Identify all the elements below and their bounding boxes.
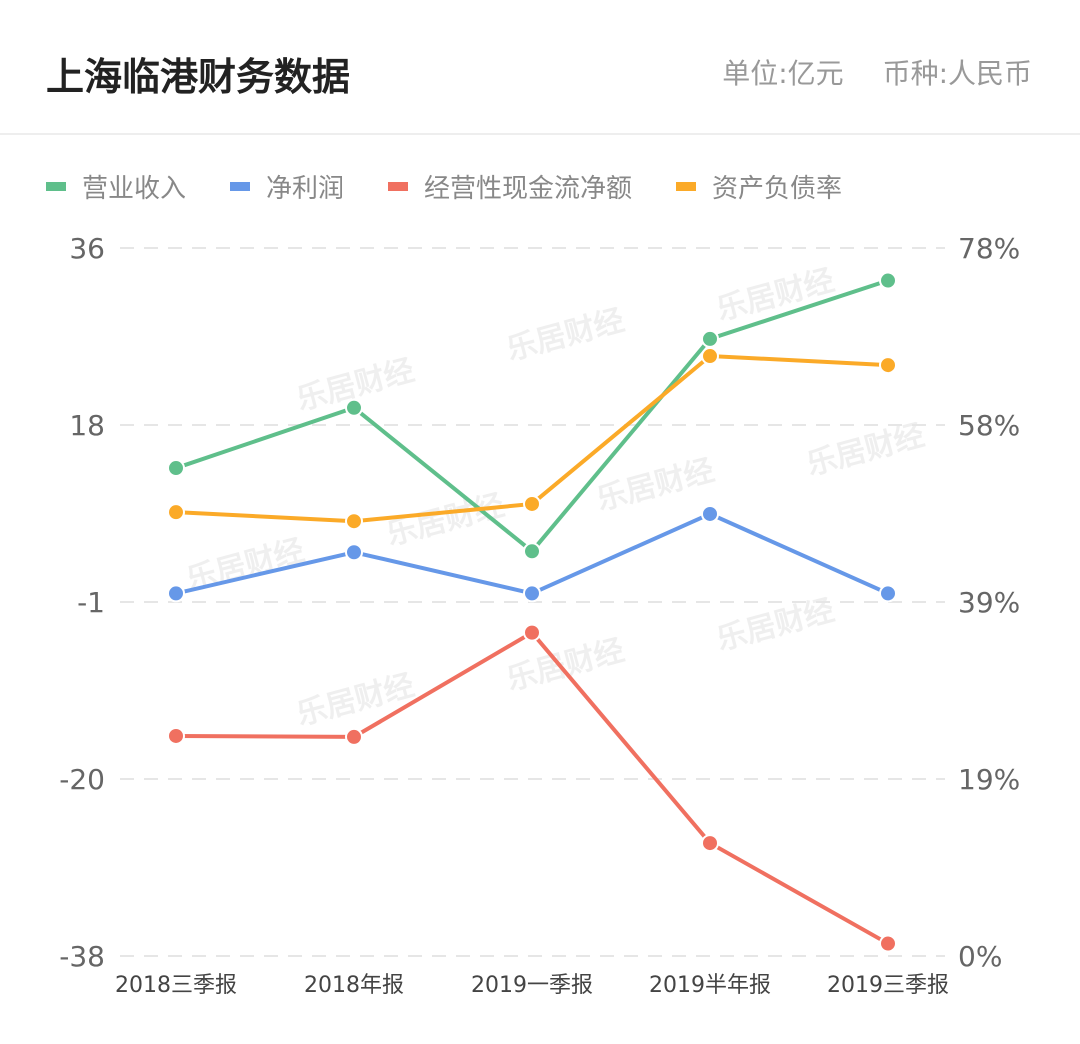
data-point bbox=[879, 271, 897, 290]
x-tick-label: 2019一季报 bbox=[471, 973, 593, 998]
data-point bbox=[879, 584, 897, 603]
data-point bbox=[523, 584, 541, 603]
right-tick-label: 39% bbox=[958, 586, 1020, 619]
data-point bbox=[345, 543, 363, 562]
right-tick-label: 58% bbox=[958, 409, 1020, 442]
legend-swatch bbox=[388, 182, 409, 191]
data-point bbox=[523, 494, 541, 513]
data-point bbox=[701, 329, 719, 348]
data-point bbox=[167, 459, 185, 478]
x-tick-label: 2018年报 bbox=[304, 973, 404, 998]
left-tick-label: 18 bbox=[69, 409, 105, 442]
unit-info: 单位:亿元 币种:人民币 bbox=[692, 52, 1032, 92]
legend-label: 经营性现金流净额 bbox=[424, 174, 633, 204]
x-tick-label: 2019半年报 bbox=[649, 973, 771, 998]
watermark: 乐居财经 bbox=[383, 488, 508, 553]
legend-item[interactable]: 资产负债率 bbox=[676, 168, 842, 205]
legend-item[interactable]: 营业收入 bbox=[46, 168, 186, 205]
data-point bbox=[701, 834, 719, 853]
left-tick-label: 36 bbox=[69, 232, 105, 265]
right-tick-label: 0% bbox=[958, 940, 1002, 973]
data-point bbox=[701, 347, 719, 366]
right-tick-label: 78% bbox=[958, 232, 1020, 265]
header-divider bbox=[0, 133, 1080, 135]
watermark: 乐居财经 bbox=[293, 668, 418, 733]
legend-item[interactable]: 净利润 bbox=[230, 168, 344, 205]
left-tick-label: -1 bbox=[77, 586, 105, 619]
data-point bbox=[879, 934, 897, 953]
page-title: 上海临港财务数据 bbox=[46, 55, 351, 99]
data-point bbox=[523, 623, 541, 642]
left-tick-label: -20 bbox=[59, 763, 105, 796]
data-point bbox=[345, 398, 363, 417]
data-point bbox=[345, 512, 363, 531]
right-tick-label: 19% bbox=[958, 763, 1020, 796]
data-point bbox=[167, 503, 185, 522]
legend-swatch bbox=[676, 182, 697, 191]
watermark: 乐居财经 bbox=[503, 633, 628, 698]
legend-swatch bbox=[230, 182, 251, 191]
legend: 营业收入 净利润 经营性现金流净额 资产负债率 bbox=[46, 168, 886, 205]
data-point bbox=[879, 356, 897, 375]
data-point bbox=[701, 504, 719, 523]
data-point bbox=[167, 584, 185, 603]
watermark: 乐居财经 bbox=[803, 418, 928, 483]
watermark: 乐居财经 bbox=[503, 303, 628, 368]
legend-label: 营业收入 bbox=[82, 174, 187, 204]
data-point bbox=[167, 726, 185, 745]
unit-label: 单位:亿元 bbox=[722, 57, 844, 90]
data-point bbox=[523, 542, 541, 561]
x-tick-label: 2019三季报 bbox=[827, 973, 949, 998]
left-tick-label: -38 bbox=[59, 940, 105, 973]
currency-label: 币种:人民币 bbox=[882, 57, 1032, 90]
x-tick-label: 2018三季报 bbox=[115, 973, 237, 998]
legend-swatch bbox=[46, 182, 66, 191]
watermark: 乐居财经 bbox=[593, 453, 718, 518]
legend-label: 资产负债率 bbox=[712, 174, 843, 204]
data-point bbox=[345, 727, 363, 746]
legend-item[interactable]: 经营性现金流净额 bbox=[388, 168, 632, 205]
legend-label: 净利润 bbox=[266, 174, 345, 204]
